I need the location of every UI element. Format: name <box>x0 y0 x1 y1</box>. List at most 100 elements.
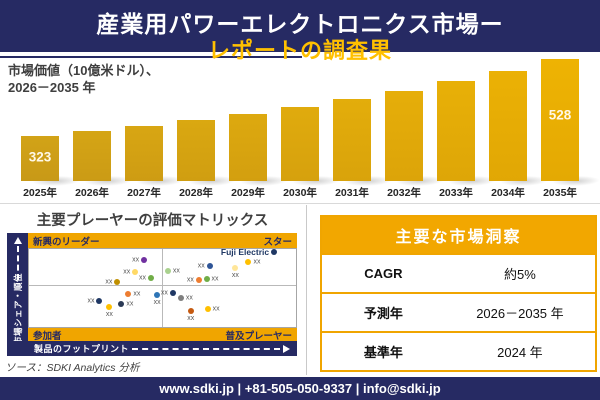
matrix-point-label: xx <box>185 294 193 302</box>
matrix-point-label: xx <box>211 275 219 283</box>
matrix-point-label: xx <box>187 315 195 323</box>
matrix-point <box>96 297 103 304</box>
bar-2031年 <box>333 99 371 181</box>
matrix-point <box>141 256 148 263</box>
x-axis-tick: 2029年 <box>231 187 265 199</box>
bar-value-label: 528 <box>548 107 572 123</box>
matrix-point-label: xx <box>132 256 140 264</box>
x-axis-tick: 2028年 <box>179 187 213 199</box>
up-arrow-icon <box>13 237 22 244</box>
matrix-point-label: xx <box>160 289 168 297</box>
quadrant-label-emerging-leaders: 新興のリーダー <box>33 236 100 248</box>
matrix-point <box>232 264 239 271</box>
bar-2032年 <box>385 91 423 181</box>
matrix-top-quadrant-band: 新興のリーダー スター <box>28 233 297 248</box>
matrix-x-axis-label: 製品のフットプリント <box>34 344 130 354</box>
vertical-divider <box>306 205 307 375</box>
insight-value-base-year: 2024 年 <box>497 345 543 360</box>
chart-title-line1: 市場価値（10億米ドル）、 <box>8 63 159 78</box>
x-axis-tick: 2025年 <box>23 187 57 199</box>
x-axis-tick: 2026年 <box>75 187 109 199</box>
quadrant-horizontal-line <box>29 284 296 286</box>
bar-2030年 <box>281 107 319 181</box>
footer-bar: www.sdki.jp | +81-505-050-9337 | info@sd… <box>0 377 600 400</box>
matrix-point-label: xx <box>133 290 141 298</box>
market-insights-table: 主要な市場洞察 CAGR 約5% 予測年 2026－2035 年 基準年 202… <box>320 215 597 372</box>
page-subtitle: レポートの調査果 <box>207 38 392 63</box>
matrix-point <box>187 308 194 315</box>
matrix-point-fuji-electric <box>271 248 278 255</box>
matrix-point <box>206 262 213 269</box>
bar-chart: 323 528 <box>0 59 600 186</box>
quadrant-label-stars: スター <box>263 236 292 248</box>
matrix-point <box>125 290 132 297</box>
quadrant-label-participants: 参加者 <box>33 330 62 342</box>
matrix-point-label: xx <box>139 274 147 282</box>
x-axis-tick: 2034年 <box>491 187 525 199</box>
matrix-bottom-quadrant-band: 参加者 普及プレーヤー <box>28 328 297 342</box>
matrix-point <box>154 291 161 298</box>
table-row: 予測年 2026－2035 年 <box>322 292 595 331</box>
matrix-x-axis-band: 製品のフットプリント <box>7 341 297 356</box>
footer-contact-text: www.sdki.jp | +81-505-050-9337 | info@sd… <box>159 381 441 396</box>
header-underline <box>0 56 302 58</box>
matrix-point-label: xx <box>153 298 161 306</box>
bar-2033年 <box>437 81 475 181</box>
matrix-point-label: xx <box>87 297 95 305</box>
table-row: 基準年 2024 年 <box>322 331 595 370</box>
matrix-point <box>164 268 171 275</box>
bar-2035年: 528 <box>541 59 579 181</box>
matrix-point <box>245 258 252 265</box>
bar-2025年: 323 <box>21 136 59 181</box>
bar-2029年 <box>229 114 267 181</box>
matrix-point-label: xx <box>105 310 113 318</box>
horizontal-divider <box>0 203 600 204</box>
matrix-point <box>169 289 176 296</box>
y-axis-dashed-line <box>16 246 19 280</box>
source-note: ソース：SDKI Analytics 分析 <box>5 362 140 374</box>
x-axis-tick: 2032年 <box>387 187 421 199</box>
matrix-point-label: xx <box>253 258 261 266</box>
matrix-plot-area: xx xx xx xx xx xx xx xx xx Fuji Electric xx xx xx xx x… <box>28 248 297 328</box>
x-axis-tick: 2031年 <box>335 187 369 199</box>
x-axis-tick: 2030年 <box>283 187 317 199</box>
bar-2026年 <box>73 131 111 181</box>
quadrant-vertical-line <box>161 249 163 327</box>
matrix-point <box>203 276 210 283</box>
right-arrow-icon <box>283 344 290 353</box>
header-banner: 産業用パワーエレクトロニクス市場ー <box>0 0 600 52</box>
page-title: 産業用パワーエレクトロニクス市場ー <box>96 11 504 37</box>
matrix-point-label: xx <box>212 305 220 313</box>
matrix-point <box>114 279 121 286</box>
matrix-point <box>195 277 202 284</box>
matrix-point-label: xx <box>123 268 131 276</box>
insight-value-forecast-years: 2026－2035 年 <box>476 306 564 321</box>
matrix-y-axis-band <box>7 233 28 356</box>
x-axis-tick: 2033年 <box>439 187 473 199</box>
x-axis-tick: 2035年 <box>543 187 577 199</box>
bar-2027年 <box>125 126 163 181</box>
matrix-title: 主要プレーヤーの評価マトリックス <box>36 213 269 229</box>
insight-label-base-year: 基準年 <box>363 345 403 360</box>
insight-label-forecast-years: 予測年 <box>363 306 403 321</box>
matrix-point-label: xx <box>126 300 134 308</box>
insights-table-header: 主要な市場洞察 <box>322 217 595 253</box>
bar-value-label: 323 <box>28 149 52 165</box>
matrix-point <box>132 269 139 276</box>
matrix-point <box>106 303 113 310</box>
matrix-point <box>204 306 211 313</box>
table-row: CAGR 約5% <box>322 253 595 292</box>
quadrant-label-pervasive-players: 普及プレーヤー <box>225 330 292 342</box>
bar-2028年 <box>177 120 215 181</box>
bar-2034年 <box>489 71 527 181</box>
matrix-point-label: xx <box>186 276 194 284</box>
matrix-point-label: xx <box>197 262 205 270</box>
matrix-point-label: xx <box>105 278 113 286</box>
x-axis-tick: 2027年 <box>127 187 161 199</box>
matrix-point <box>148 275 155 282</box>
insight-label-cagr: CAGR <box>364 266 403 281</box>
matrix-point-label-fuji-electric: Fuji Electric <box>220 246 270 257</box>
x-axis-labels: 2025年 2026年 2027年 2028年 2029年 2030年 2031年 2032年… <box>0 185 600 199</box>
insight-value-cagr: 約5% <box>504 267 536 282</box>
matrix-point <box>118 300 125 307</box>
